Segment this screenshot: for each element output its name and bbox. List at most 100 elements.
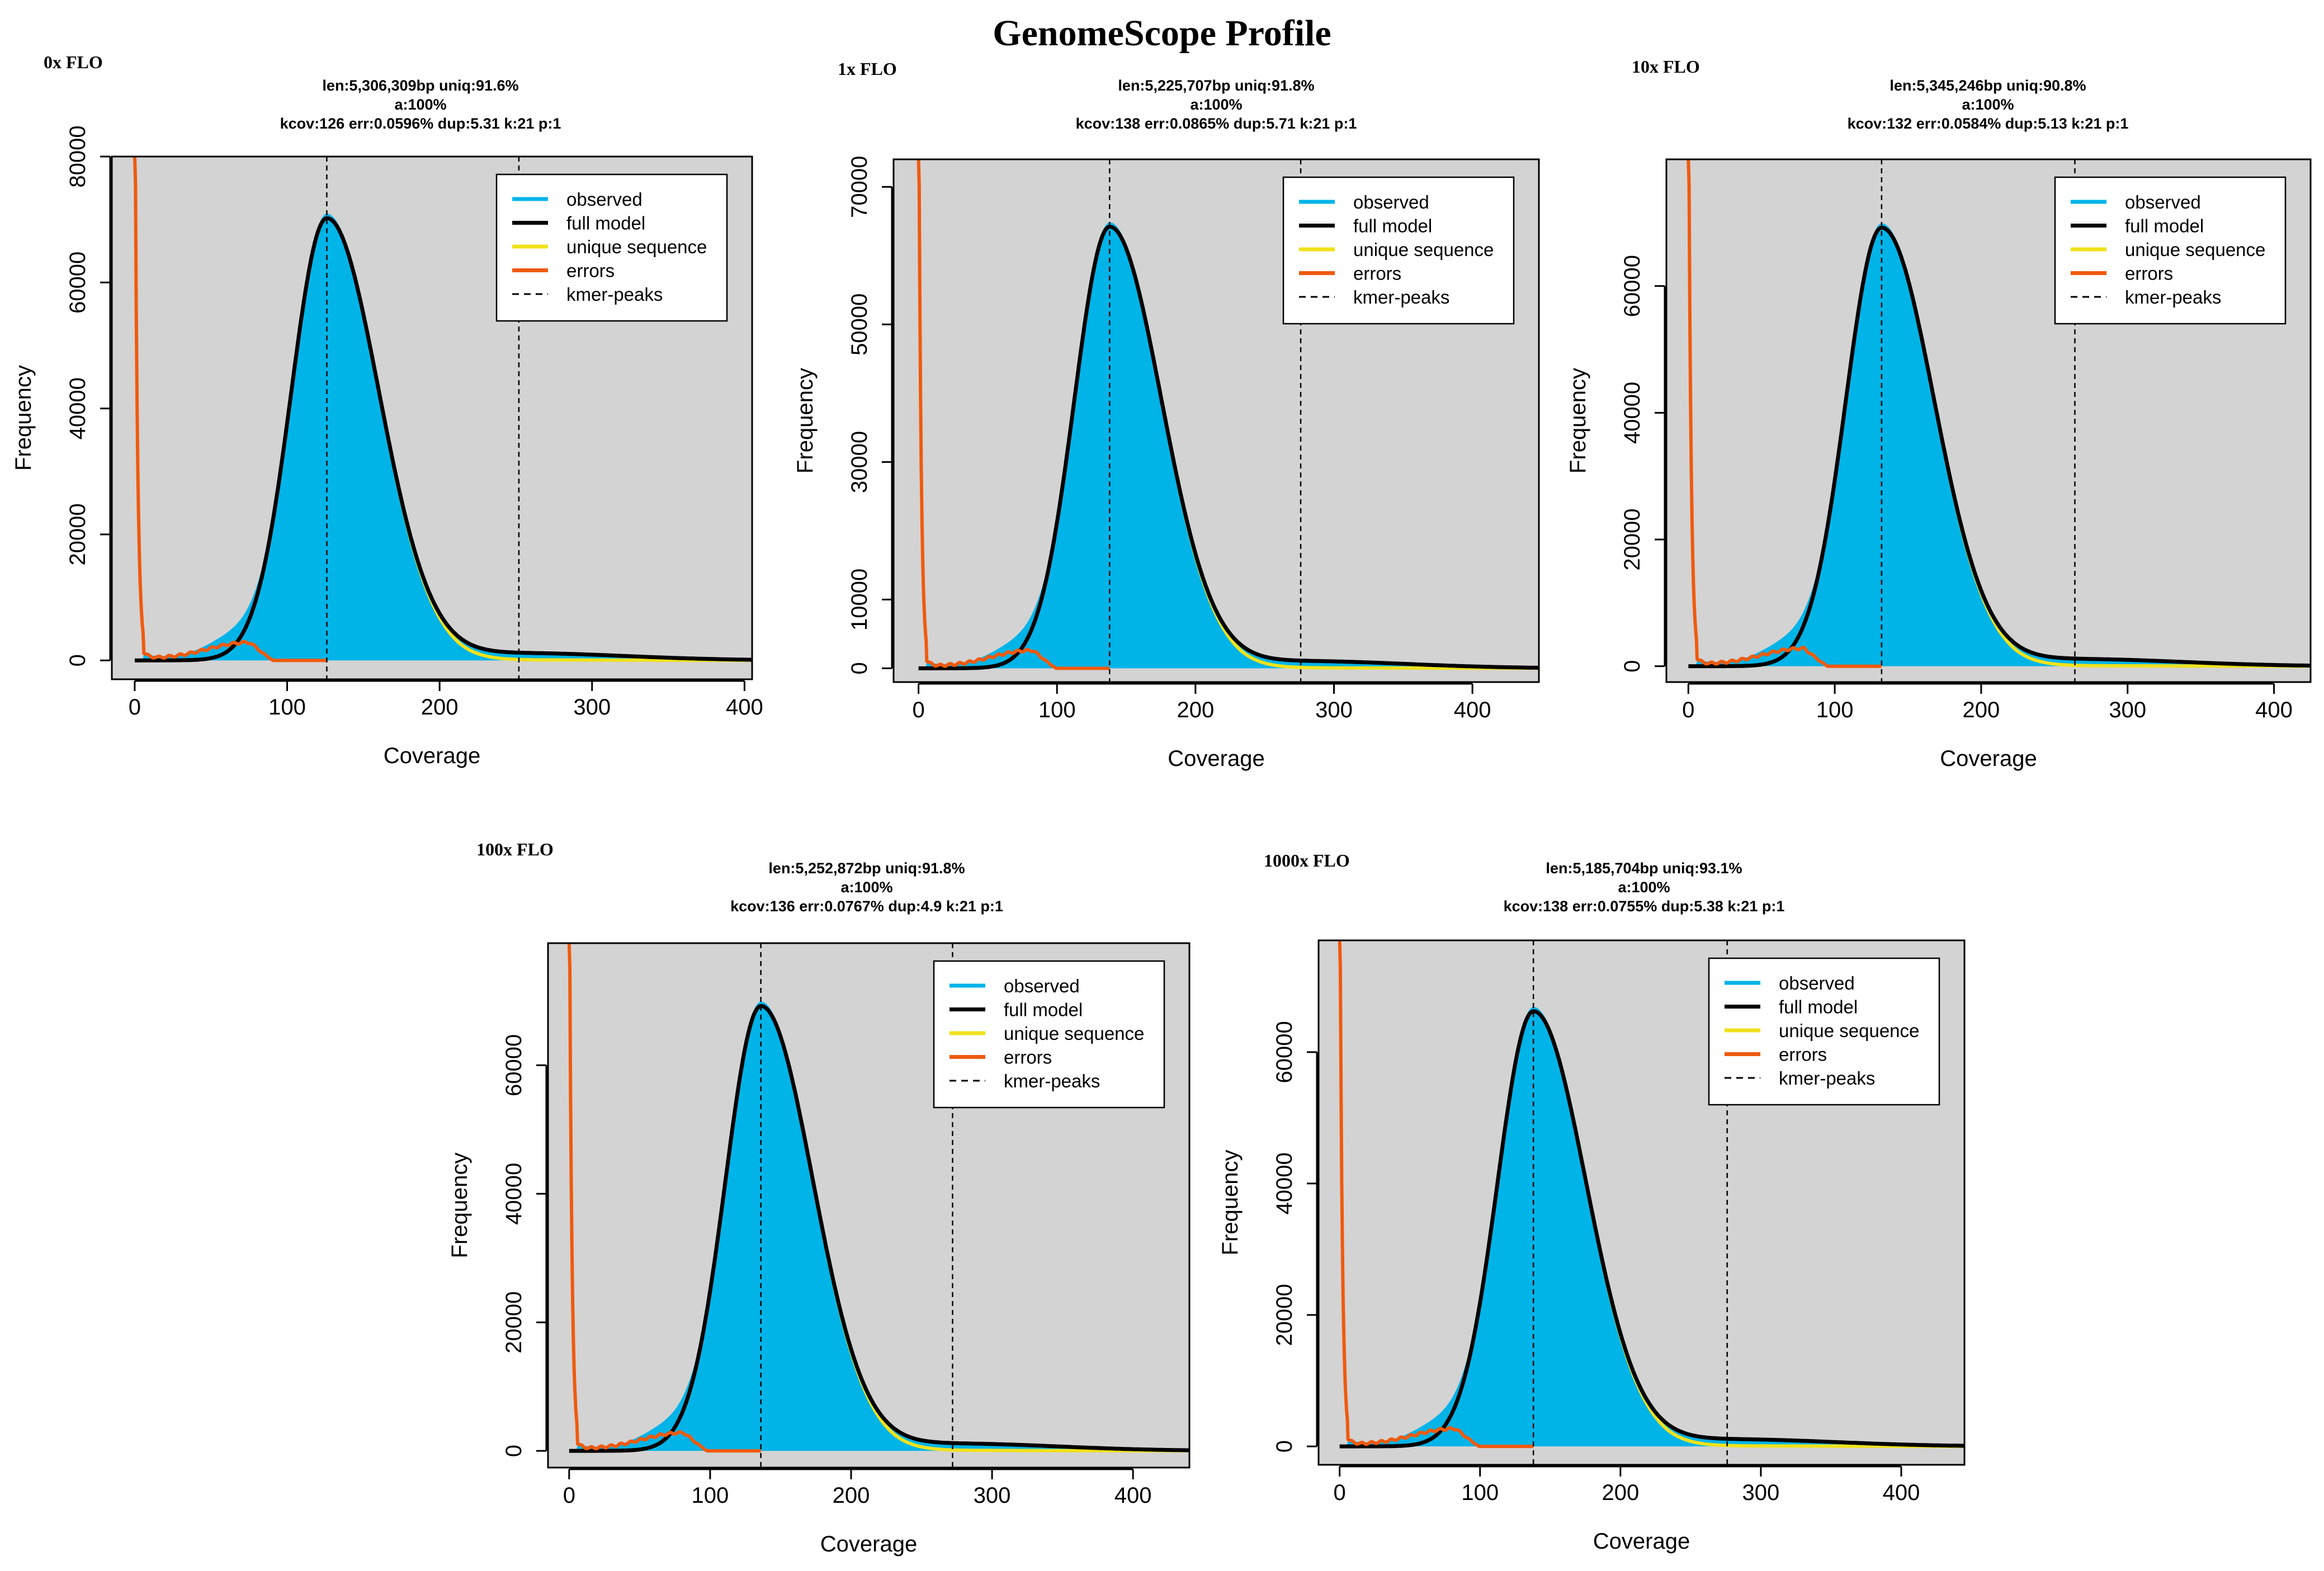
x-tick-label: 300 [2109, 698, 2146, 722]
y-tick-label: 40000 [65, 377, 90, 439]
x-tick-label: 200 [833, 1483, 870, 1508]
stats-line-2: a:100% [1962, 96, 2014, 113]
x-tick-label: 100 [1816, 698, 1854, 722]
x-tick-label: 400 [1114, 1483, 1152, 1508]
errors-line [567, 943, 762, 1453]
legend-label-kmer-peaks: kmer-peaks [1779, 1068, 1875, 1089]
stats-line-2: a:100% [1618, 879, 1670, 896]
legend-label-errors: errors [1004, 1047, 1052, 1068]
stats-line-1: len:5,306,309bp uniq:91.6% [322, 77, 518, 94]
legend-label-unique-sequence: unique sequence [1353, 239, 1494, 260]
y-tick-label: 0 [1620, 660, 1645, 673]
y-tick-label: 30000 [847, 431, 872, 493]
y-tick-label: 20000 [1272, 1284, 1297, 1346]
legend-label-unique-sequence: unique sequence [1779, 1020, 1919, 1041]
x-tick-label: 400 [726, 695, 763, 720]
stats-line-1: len:5,345,246bp uniq:90.8% [1890, 77, 2086, 94]
x-axis: 0 100 200 300 400 [1682, 683, 2293, 722]
x-tick-label: 0 [1682, 698, 1694, 722]
stats-line-3: kcov:126 err:0.0596% dup:5.31 k:21 p:1 [280, 115, 561, 132]
y-tick-label: 0 [65, 654, 90, 666]
x-axis-title: Coverage [1940, 746, 2037, 771]
errors-line [1687, 159, 1883, 668]
y-tick-label: 0 [1272, 1440, 1297, 1452]
y-tick-label: 20000 [65, 503, 90, 565]
legend-label-observed: observed [2125, 192, 2201, 212]
x-tick-label: 0 [912, 698, 924, 722]
x-tick-label: 400 [2255, 698, 2293, 722]
stats-line-3: kcov:136 err:0.0767% dup:4.9 k:21 p:1 [730, 898, 1003, 915]
legend-label-full-model: full model [1353, 216, 1432, 236]
observed-area [569, 1001, 1189, 1451]
x-tick-label: 100 [1038, 698, 1076, 722]
y-tick-label: 80000 [65, 125, 90, 187]
errors-line [133, 156, 328, 663]
legend-label-kmer-peaks: kmer-peaks [2125, 287, 2221, 307]
stats-line-2: a:100% [840, 879, 892, 896]
stats-line-1: len:5,185,704bp uniq:93.1% [1546, 860, 1742, 877]
genomescope-panel-100x-flo: 100x FLO len:5,252,872bp uniq:91.8% a:100%… [447, 839, 1191, 1556]
y-tick-label: 10000 [847, 569, 872, 631]
full-model-line [918, 224, 1539, 670]
legend-label-observed: observed [1779, 973, 1855, 993]
stats-line-1: len:5,252,872bp uniq:91.8% [768, 860, 965, 877]
plot-frame [892, 158, 1540, 683]
x-tick-label: 100 [692, 1483, 729, 1508]
observed-area [1339, 1007, 1964, 1447]
legend-label-kmer-peaks: kmer-peaks [566, 284, 663, 305]
y-axis: 0 20000 40000 60000 [1272, 1021, 1318, 1452]
y-tick-label: 20000 [502, 1291, 526, 1354]
x-axis: 0 100 200 300 400 [912, 683, 1491, 722]
stats-line-3: kcov:138 err:0.0865% dup:5.71 k:21 p:1 [1076, 115, 1357, 132]
y-axis: 0 20000 40000 60000 [502, 1034, 547, 1457]
legend-label-observed: observed [1353, 192, 1429, 212]
genomescope-panel-0x-flo: 0x FLO len:5,306,309bp uniq:91.6% a:100% kc… [11, 52, 763, 768]
x-axis: 0 100 200 300 400 [129, 680, 763, 720]
y-axis-title: Frequency [793, 368, 818, 474]
full-model-line [569, 1004, 1190, 1453]
x-tick-label: 0 [129, 695, 141, 720]
genomescope-panel-10x-flo: 10x FLO len:5,345,246bp uniq:90.8% a:100% k… [1566, 56, 2312, 771]
full-model-line [134, 216, 753, 663]
y-tick-label: 40000 [1272, 1152, 1297, 1214]
y-axis-title: Frequency [11, 365, 36, 471]
x-tick-label: 200 [1177, 698, 1214, 722]
x-tick-label: 400 [1454, 698, 1491, 722]
legend-label-unique-sequence: unique sequence [2125, 239, 2265, 260]
y-axis: 0 10000 30000 50000 70000 [847, 156, 893, 675]
legend-label-observed: observed [1004, 976, 1080, 996]
y-axis-title: Frequency [1566, 368, 1590, 474]
genomescope-panel-1x-flo: 1x FLO len:5,225,707bp uniq:91.8% a:100% kc… [793, 59, 1540, 771]
x-tick-label: 100 [1461, 1480, 1499, 1505]
x-axis-title: Coverage [1593, 1529, 1690, 1554]
legend-label-errors: errors [566, 261, 615, 281]
y-tick-label: 50000 [847, 294, 872, 356]
legend-label-errors: errors [1779, 1044, 1827, 1065]
x-tick-label: 300 [974, 1483, 1011, 1508]
plot-frame [1665, 158, 2312, 683]
y-tick-label: 60000 [1272, 1021, 1297, 1083]
main-title: GenomeScope Profile [993, 13, 1331, 54]
x-tick-label: 400 [1883, 1480, 1920, 1505]
x-axis-title: Coverage [820, 1532, 917, 1556]
y-tick-label: 0 [502, 1445, 526, 1457]
y-tick-label: 40000 [502, 1163, 526, 1225]
y-tick-label: 0 [847, 662, 872, 674]
legend-label-errors: errors [1353, 263, 1401, 284]
legend-label-kmer-peaks: kmer-peaks [1004, 1071, 1100, 1091]
plot-frame [1317, 939, 1966, 1466]
legend-label-unique-sequence: unique sequence [1004, 1023, 1144, 1044]
y-tick-label: 70000 [847, 156, 872, 218]
stats-line-3: kcov:132 err:0.0584% dup:5.13 k:21 p:1 [1848, 115, 2129, 132]
observed-area [918, 222, 1539, 669]
plot-frame [111, 155, 753, 680]
x-tick-label: 200 [1602, 1480, 1639, 1505]
full-model-line [1339, 1009, 1964, 1449]
x-axis: 0 100 200 300 400 [1334, 1465, 1920, 1505]
errors-line [917, 159, 1111, 670]
x-tick-label: 300 [1742, 1480, 1780, 1505]
